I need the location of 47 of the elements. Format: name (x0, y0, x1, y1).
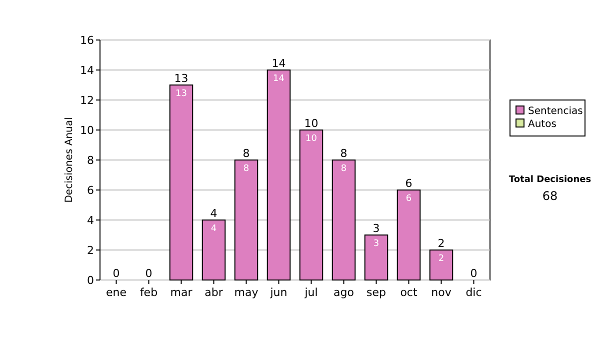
legend-label: Sentencias (528, 106, 583, 117)
y-tick-label: 10 (80, 124, 94, 137)
x-tick-label: abr (204, 286, 224, 299)
data-label: 8 (340, 164, 347, 174)
x-tick-label: ago (334, 286, 354, 299)
data-label: 2 (438, 254, 444, 264)
y-tick-label: 0 (87, 274, 94, 287)
x-tick-label: jul (304, 286, 318, 299)
total-label: 0 (112, 267, 120, 280)
x-tick-label: may (234, 286, 259, 299)
total-label: 0 (470, 267, 478, 280)
x-tick-label: feb (140, 286, 158, 299)
y-tick-label: 2 (87, 244, 94, 257)
x-tick-label: mar (170, 286, 193, 299)
y-tick-label: 8 (87, 154, 94, 167)
data-label: 10 (306, 134, 318, 144)
total-label: 6 (405, 177, 412, 190)
total-label: 8 (242, 147, 250, 160)
data-label: 6 (406, 194, 412, 204)
total-label: 4 (210, 207, 218, 220)
x-tick-label: sep (366, 286, 386, 299)
y-tick-label: 4 (87, 214, 94, 227)
y-tick-label: 12 (80, 94, 94, 107)
text: 68 (542, 189, 558, 203)
x-tick-label: dic (466, 286, 482, 299)
y-tick-label: 6 (87, 184, 94, 197)
total-label: 3 (372, 222, 380, 235)
total-label: 10 (304, 117, 318, 130)
total-label: 0 (145, 267, 152, 280)
data-label: 4 (210, 224, 217, 234)
x-tick-label: ene (106, 286, 127, 299)
total-label: 8 (340, 147, 348, 160)
y-tick-label: 14 (80, 64, 94, 77)
total-label: 2 (438, 237, 445, 250)
data-label: 3 (373, 239, 380, 249)
total-label: 13 (174, 72, 188, 85)
x-tick-label: jun (269, 286, 288, 299)
data-label: 8 (243, 164, 250, 174)
y-axis-title: Decisiones Anual (64, 117, 75, 203)
text: Total Decisiones (508, 175, 592, 185)
x-tick-label: oct (400, 286, 418, 299)
legend-label: Autos (528, 119, 556, 130)
total-label: 14 (272, 57, 286, 70)
data-label: 14 (273, 74, 285, 84)
data-label: 13 (176, 89, 187, 99)
y-tick-label: 16 (80, 34, 94, 47)
x-tick-label: nov (431, 286, 452, 299)
